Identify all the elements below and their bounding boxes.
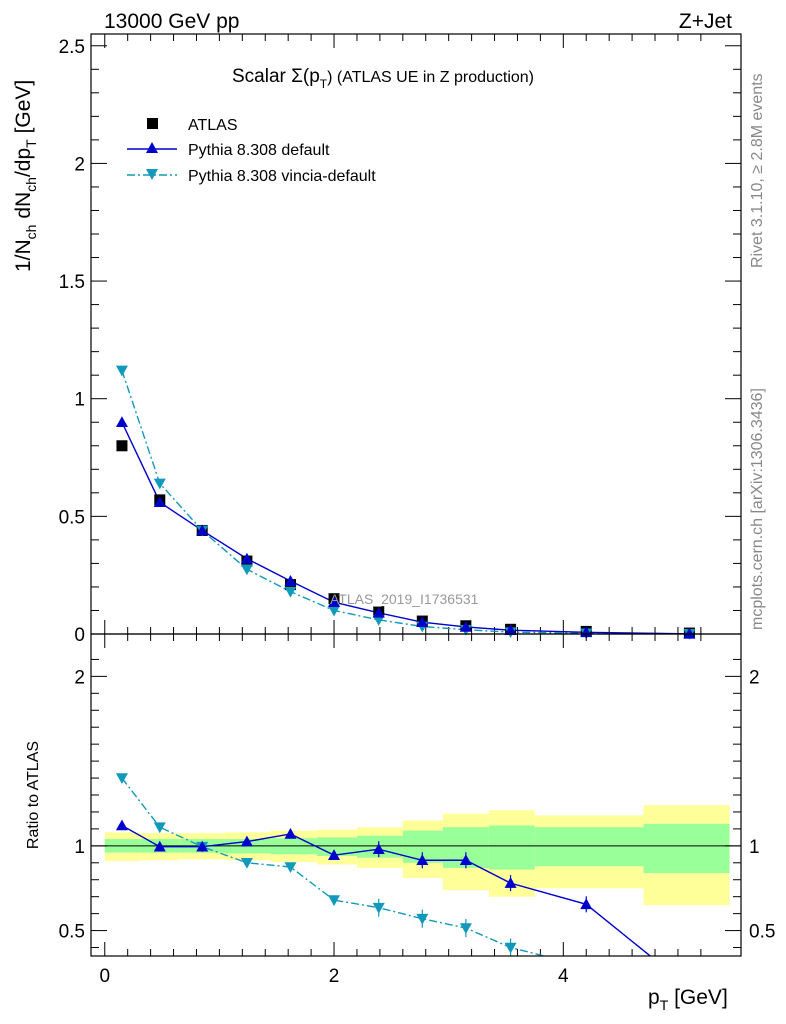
main-ytick-label: 2.5 (59, 37, 85, 58)
atlas-point (116, 440, 128, 452)
vincia-point (372, 615, 385, 626)
main-watermark: ATLAS_2019_I1736531 (330, 591, 479, 607)
stat-band (643, 823, 730, 873)
header-process: Z+Jet (679, 10, 732, 33)
vincia-ratio-point (328, 895, 341, 907)
vincia-ratio-point (240, 857, 253, 869)
ylabel-part-7: [GeV] (12, 80, 35, 140)
vincia-point (153, 478, 166, 490)
rivet-label: Rivet 3.1.10, ≥ 2.8M events (749, 73, 766, 268)
ylabel-part-1: 1/N (12, 239, 35, 272)
ratio-ytick-label-left: 1 (74, 837, 85, 858)
xlabel-sub: T (660, 997, 669, 1013)
main-title-prefix: Scalar Σ(p (232, 66, 320, 87)
xtick-label: 4 (558, 966, 569, 987)
main-line-vincia (121, 370, 690, 635)
ratio-ytick-label-left: 0.5 (59, 922, 85, 943)
ylabel-part-6: T (23, 139, 39, 148)
default-ratio-point (580, 898, 593, 910)
default-point (328, 596, 341, 608)
vincia-ratio-point (372, 902, 385, 914)
vincia-point (284, 586, 297, 598)
ratio-ytick-label-right: 0.5 (749, 922, 775, 943)
default-point (153, 496, 166, 508)
default-point (284, 575, 297, 586)
main-line-default (121, 421, 690, 635)
ratio-series-layer (115, 773, 652, 956)
vincia-ratio-point (416, 913, 429, 925)
mcplots-label: mcplots.cern.ch [arXiv:1306.3436] (749, 388, 766, 630)
vincia-point (115, 365, 128, 377)
main-ytick-label: 0 (74, 625, 85, 646)
main-axis-ticks: 0 0.5 1 1.5 2 2.5 (59, 34, 741, 646)
ratio-ylabel: Ratio to ATLAS (25, 741, 42, 849)
legend-label-vincia: Pythia 8.308 vincia-default (188, 168, 376, 185)
ratio-series-clipped (115, 773, 652, 956)
xlabel-unit: [GeV] (668, 986, 728, 1009)
xtick-label: 2 (329, 966, 340, 987)
legend-label-default: Pythia 8.308 default (188, 142, 330, 159)
ratio-line-vincia (121, 777, 548, 956)
ratio-axis-ticks: 0.5 0.5 1 1 2 2 0 2 4 (59, 634, 775, 987)
default-point (416, 616, 429, 628)
default-ratio-point (240, 835, 253, 847)
ratio-frame (90, 633, 742, 957)
header-energy: 13000 GeV pp (104, 10, 239, 33)
default-ratio-point (372, 843, 385, 855)
default-ratio-point (153, 840, 166, 852)
default-point (372, 606, 385, 618)
main-ylabel: 1/Nch dNch/dpT [GeV] (12, 80, 39, 272)
legend: ATLAS Pythia 8.308 default Pythia 8.308 … (127, 117, 376, 185)
ratio-ytick-label-left: 2 (74, 667, 85, 688)
legend-marker-vincia (146, 169, 158, 180)
vincia-ratio-point (504, 942, 517, 954)
default-point (115, 416, 128, 428)
default-point (196, 524, 209, 536)
ratio-panel: 0.5 0.5 1 1 2 2 0 2 4 Ratio to ATLAS pT [GeV] (25, 633, 775, 1013)
main-title: Scalar Σ(pT) (ATLAS UE in Z production) (232, 66, 534, 91)
vincia-ratio-point (153, 822, 166, 834)
main-series-layer (115, 365, 696, 640)
default-ratio-point (284, 827, 297, 839)
ylabel-part-2: ch (23, 225, 39, 240)
ratio-ytick-label-right: 1 (749, 837, 760, 858)
default-ratio-point (328, 849, 341, 860)
default-point (504, 624, 517, 636)
default-ratio-point (115, 819, 128, 831)
vincia-point (240, 564, 253, 576)
default-ratio-point (416, 854, 429, 866)
ylabel-part-4: ch (23, 177, 39, 192)
default-point (240, 552, 253, 564)
main-ytick-label: 2 (74, 154, 85, 175)
vincia-ratio-point (115, 773, 128, 785)
stat-band (488, 825, 535, 870)
default-point (459, 620, 472, 632)
ylabel-part-5: /dp (12, 148, 35, 177)
legend-marker-default (146, 142, 158, 153)
xtick-label: 0 (99, 966, 110, 987)
main-ytick-label: 1.5 (59, 272, 85, 293)
default-ratio-point (459, 854, 472, 866)
ylabel-part-3: dN (12, 192, 35, 225)
main-panel: 0 0.5 1 1.5 2 2.5 ATLAS_2019_I1736531 Scalar … (12, 33, 742, 646)
main-ytick-label: 0.5 (59, 507, 85, 528)
ratio-line-default (121, 824, 652, 956)
stat-band (534, 827, 644, 867)
legend-label-atlas: ATLAS (188, 117, 238, 134)
legend-marker-atlas (147, 118, 158, 129)
main-title-sub: T (320, 77, 328, 91)
main-ytick-label: 1 (74, 390, 85, 411)
xlabel-main: p (648, 986, 660, 1009)
default-point (683, 627, 696, 639)
ratio-bands (91, 805, 741, 906)
vincia-point (328, 605, 341, 617)
main-title-suffix: ) (ATLAS UE in Z production) (327, 69, 534, 86)
ratio-ytick-label-right: 2 (749, 667, 760, 688)
xlabel: pT [GeV] (648, 986, 728, 1013)
default-ratio-point (504, 877, 517, 888)
vincia-ratio-point (459, 923, 472, 935)
default-ratio-point (196, 840, 209, 852)
vincia-ratio-point (284, 862, 297, 874)
